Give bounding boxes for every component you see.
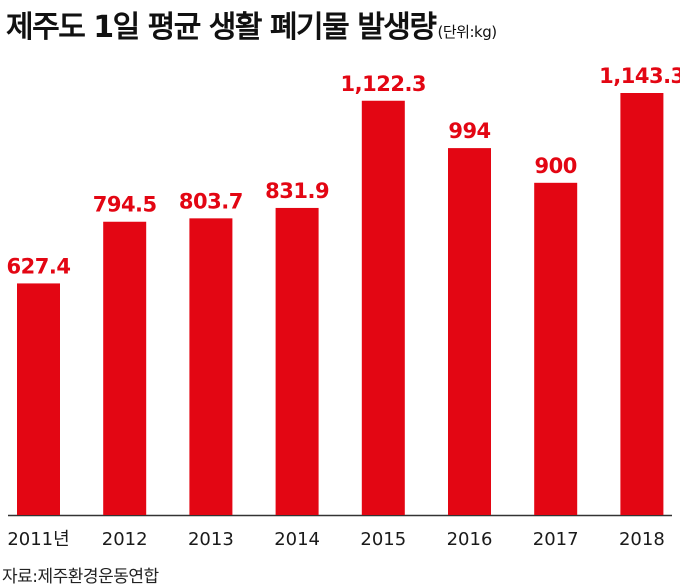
data-label-2018: 1,143.3 xyxy=(599,64,680,88)
data-label-2012: 794.5 xyxy=(93,193,157,217)
data-label-2014: 831.9 xyxy=(265,179,329,203)
x-tick-2018: 2018 xyxy=(619,529,665,550)
x-tick-2017: 2017 xyxy=(533,529,579,550)
bar-2016 xyxy=(448,148,491,515)
bar-2013 xyxy=(189,218,233,515)
bar-2012 xyxy=(103,221,147,515)
bar-2015 xyxy=(361,100,405,515)
bar-2018 xyxy=(620,93,664,515)
x-tick-2015: 2015 xyxy=(360,529,406,550)
bar-2014 xyxy=(275,207,319,515)
x-tick-2011년: 2011년 xyxy=(7,529,69,550)
data-label-2016: 994 xyxy=(448,119,490,143)
source-note: 자료:제주환경운동연합 xyxy=(2,567,159,587)
data-label-2011년: 627.4 xyxy=(7,254,71,278)
bar-chart: 627.4 2011년 794.5 2012 803.7 2013 831.9 2014 1,1… xyxy=(7,64,680,550)
chart-title: 제주도 1일 평균 생활 폐기물 발생량 (단위:kg) xyxy=(6,2,497,46)
x-tick-2014: 2014 xyxy=(274,529,320,550)
x-tick-2016: 2016 xyxy=(447,529,493,550)
title-text: 제주도 1일 평균 생활 폐기물 발생량 xyxy=(6,10,437,45)
data-label-2017: 900 xyxy=(535,154,577,178)
unit-label: (단위:kg) xyxy=(437,23,498,41)
bar-2011년 xyxy=(17,283,60,515)
bar-2017 xyxy=(534,182,578,516)
data-label-2015: 1,122.3 xyxy=(341,72,427,96)
x-tick-2013: 2013 xyxy=(188,529,234,550)
x-tick-2012: 2012 xyxy=(102,529,148,550)
data-label-2013: 803.7 xyxy=(179,189,243,213)
